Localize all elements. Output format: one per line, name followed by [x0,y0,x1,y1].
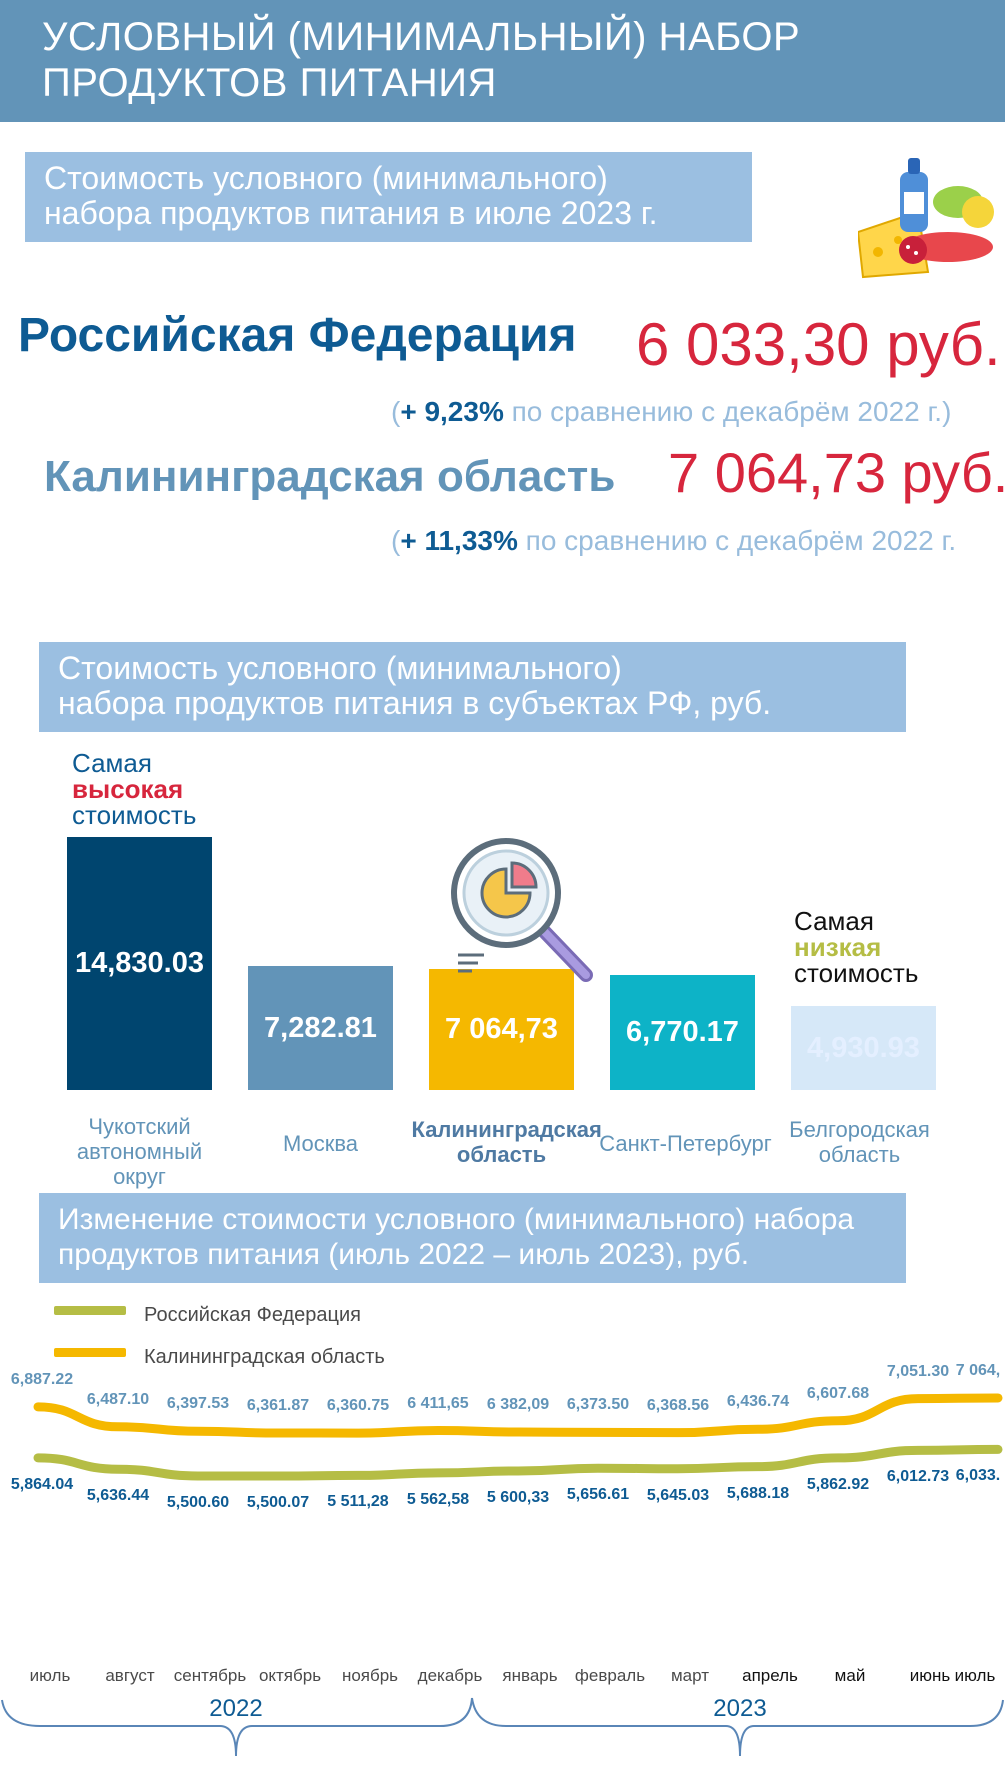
bar-category-label: Чукотский автономный округ [50,1114,230,1189]
section2-title: Стоимость условного (минимального) набор… [39,642,906,732]
food-basket-icon [858,158,994,279]
section1-title: Стоимость условного (минимального) набор… [25,152,752,242]
year-brackets [1,1697,1004,1757]
highest-label-line2: высокая [72,774,184,804]
month-label: ноябрь [341,1666,399,1685]
kg-name: Калининградская область [44,452,616,501]
month-label: июль [954,1666,996,1685]
rf-comparison: (+ 9,23% по сравнению с декабрём 2022 г.… [391,396,951,428]
legend-rf-swatch [54,1306,126,1315]
highest-cost-label: Самая высокая стоимость [72,750,196,828]
section1-title-line2: набора продуктов питания в июле 2023 г. [44,195,658,231]
month-label: март [670,1666,710,1685]
lowest-label-line2: низкая [794,932,882,962]
bar-3: 7 064,73 [429,969,574,1090]
bar-category-label: Москва [231,1131,411,1156]
bar-value-label: 7,282.81 [264,1011,377,1044]
rf-name: Российская Федерация [18,309,577,362]
month-label: июль [29,1666,71,1685]
bar-category-line: автономный [76,1139,203,1164]
page-title-line1: УСЛОВНЫЙ (МИНИМАЛЬНЫЙ) НАБОР [42,15,801,59]
bar-value-label: 6,770.17 [626,1016,739,1048]
month-label: февраль [574,1666,646,1685]
rf-cmp-rest: по сравнению с декабрём 2022 г.) [503,396,952,427]
month-label: декабрь [417,1666,483,1685]
page-title: УСЛОВНЫЙ (МИНИМАЛЬНЫЙ) НАБОР ПРОДУКТОВ П… [42,14,942,106]
section1-title-line1: Стоимость условного (минимального) [44,160,608,196]
month-label: июнь [909,1666,951,1685]
bar-category-line: округ [113,1164,166,1189]
month-label: май [834,1666,866,1685]
bar-value-label: 14,830.03 [74,947,204,979]
bar-category-line: Москва [282,1131,359,1156]
bar-1: 14,830.03 [67,837,212,1090]
kg-cmp-rest: по сравнению с декабрём 2022 г. [517,525,957,556]
section2-title-line1: Стоимость условного (минимального) [58,650,622,686]
month-label: сентябрь [173,1666,247,1685]
lowest-label-line3: стоимость [794,958,919,988]
bar-category-line: область [818,1142,901,1167]
kg-comparison: (+ 11,33% по сравнению с декабрём 2022 г… [391,525,956,557]
bar-category-line: область [456,1142,547,1167]
bar-4: 6,770.17 [610,975,755,1090]
header-banner [0,0,1005,122]
lowest-cost-label: Самая низкая стоимость [794,908,918,986]
section3-title: Изменение стоимости условного (минимальн… [39,1193,906,1283]
kg-cmp-change: + 11,33% [400,525,518,556]
rf-cmp-change: + 9,23% [400,396,504,427]
month-label: август [105,1666,155,1685]
highest-label-line3: стоимость [72,800,197,830]
month-label: январь [502,1666,558,1685]
section3-title-line2: продуктов питания (июль 2022 – июль 2023… [58,1238,750,1271]
legend-rf-label: Российская Федерация [144,1304,362,1326]
page-title-line2: ПРОДУКТОВ ПИТАНИЯ [42,61,497,105]
bar-value-label: 4,930.93 [807,1031,920,1064]
legend-kg-swatch [54,1348,126,1357]
line-rf [33,1444,1003,1481]
lowest-label-line1: Самая [794,906,874,936]
section2-title-line2: набора продуктов питания в субъектах РФ,… [58,685,772,721]
bar-category-line: Белгородская [789,1117,930,1142]
month-label: апрель [742,1666,798,1685]
bar-category-label: Белгородская область [770,1117,950,1167]
bar-5: 4,930.93 [791,1006,936,1090]
bar-category-label: Санкт-Петербург [581,1131,791,1156]
bar-value-label: 7 064,73 [445,1013,558,1045]
bar-category-line: Чукотский [88,1114,191,1139]
month-label: октябрь [258,1666,322,1685]
bar-category-label: Калининградская область [411,1117,602,1167]
rf-cmp-open: ( [391,396,401,427]
price-line-chart [33,1393,1003,1481]
magnifier-chart-icon [451,838,593,982]
highest-label-line1: Самая [72,748,152,778]
bar-2: 7,282.81 [248,966,393,1090]
bar-category-line: Санкт-Петербург [599,1131,772,1156]
legend-kg-label: Калининградская область [144,1346,385,1368]
line-kaliningrad [33,1393,1003,1438]
kg-price: 7 064,73 руб. [668,441,1005,504]
bar-category-line: Калининградская [411,1117,602,1142]
rf-price: 6 033,30 руб. [636,311,1001,378]
kg-cmp-open: ( [391,525,401,556]
section3-title-line1: Изменение стоимости условного (минимальн… [58,1203,855,1236]
